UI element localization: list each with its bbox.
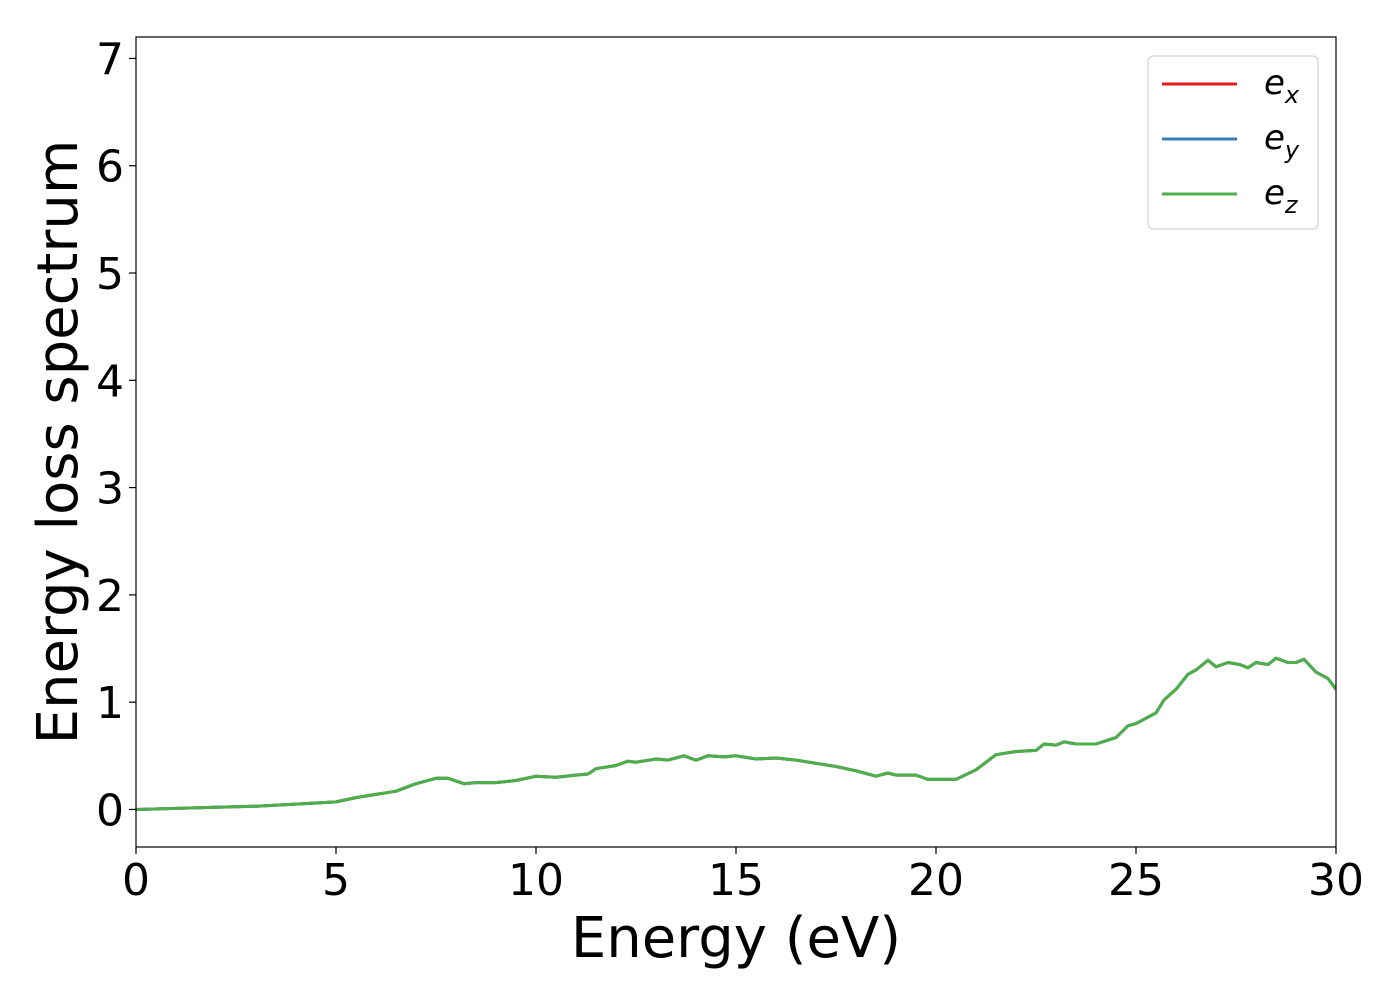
legend-label: ez xyxy=(1264,173,1299,219)
legend-label: ex xyxy=(1264,63,1300,109)
data-line xyxy=(136,656,1336,811)
x-tick-label: 0 xyxy=(122,855,150,906)
legend-label: ey xyxy=(1264,118,1300,164)
x-tick-label: 20 xyxy=(908,855,964,906)
y-tick-label: 4 xyxy=(96,356,124,407)
x-tick-label: 10 xyxy=(508,855,564,906)
legend-box xyxy=(1147,55,1319,230)
y-tick-label: 1 xyxy=(96,678,124,729)
y-axis-label: Energy loss spectrum xyxy=(26,140,91,745)
data-line xyxy=(136,656,1336,811)
y-tick-label: 0 xyxy=(96,785,124,836)
y-tick-label: 6 xyxy=(96,142,124,193)
y-tick-label: 2 xyxy=(96,571,124,622)
x-axis-label: Energy (eV) xyxy=(571,906,901,971)
x-tick-label: 5 xyxy=(322,855,350,906)
x-tick-label: 30 xyxy=(1308,855,1364,906)
x-tick-label: 15 xyxy=(708,855,764,906)
x-tick-label: 25 xyxy=(1108,855,1164,906)
y-tick-label: 3 xyxy=(96,464,124,515)
plot-frame xyxy=(135,36,1337,848)
y-tick-label: 5 xyxy=(96,249,124,300)
y-tick-label: 7 xyxy=(96,34,124,85)
data-line xyxy=(136,656,1336,811)
